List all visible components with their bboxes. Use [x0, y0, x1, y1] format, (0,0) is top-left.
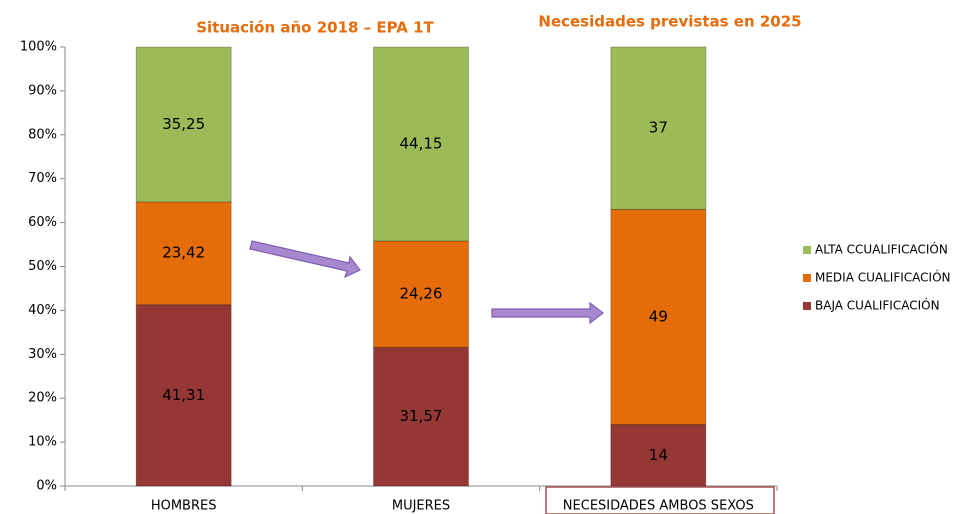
arrow — [491, 301, 604, 325]
y-tick-label: 0% — [36, 479, 57, 494]
bar-segment — [373, 240, 469, 348]
data-label: 37 — [649, 119, 668, 137]
data-label: 24,26 — [400, 285, 443, 303]
y-tick-label: 30% — [28, 347, 57, 362]
data-label: 35,25 — [162, 115, 205, 133]
legend-label: BAJA CUALIFICACIÓN — [815, 298, 940, 313]
y-tick-label: 20% — [28, 391, 57, 406]
data-label: 44,15 — [400, 134, 443, 152]
x-tick-label: HOMBRES — [151, 499, 217, 514]
y-tick-label: 40% — [28, 303, 57, 318]
y-tick-label: 80% — [28, 127, 57, 142]
y-tick-label: 50% — [28, 259, 57, 274]
y-tick-label: 70% — [28, 171, 57, 186]
bar-segment — [373, 46, 469, 242]
chart-title: Situación año 2018 – EPA 1T — [196, 19, 434, 37]
data-label: 49 — [649, 307, 668, 325]
data-label: 31,57 — [400, 407, 443, 425]
chart-title: Necesidades previstas en 2025 — [538, 13, 801, 31]
y-tick-label: 10% — [28, 435, 57, 450]
bar-segment — [610, 424, 707, 487]
legend-swatch — [803, 274, 811, 282]
data-label: 14 — [649, 446, 668, 464]
bar-segment — [610, 46, 707, 210]
data-label: 23,42 — [162, 244, 205, 262]
y-tick-label: 100% — [20, 40, 57, 55]
x-tick-label: NECESIDADES AMBOS SEXOS — [563, 499, 754, 514]
legend-swatch — [803, 302, 811, 310]
legend-swatch — [803, 246, 811, 254]
data-label: 41,31 — [162, 386, 205, 404]
legend-label: ALTA CCUALIFICACIÓN — [815, 242, 948, 257]
x-tick-label: MUJERES — [392, 499, 450, 514]
bar-segment — [135, 46, 232, 203]
legend-label: MEDIA CUALIFICACIÓN — [815, 270, 951, 285]
y-tick-label: 90% — [28, 83, 57, 98]
bar-segment — [610, 208, 707, 426]
y-tick-label: 60% — [28, 215, 57, 230]
arrow — [249, 240, 361, 279]
plot: 0% 10% 20% 30% 40% 50% 60% 70% 80% 90% 100% HOMBRES… — [20, 40, 951, 514]
bar-segment — [373, 346, 469, 487]
highlight-box — [545, 486, 775, 514]
